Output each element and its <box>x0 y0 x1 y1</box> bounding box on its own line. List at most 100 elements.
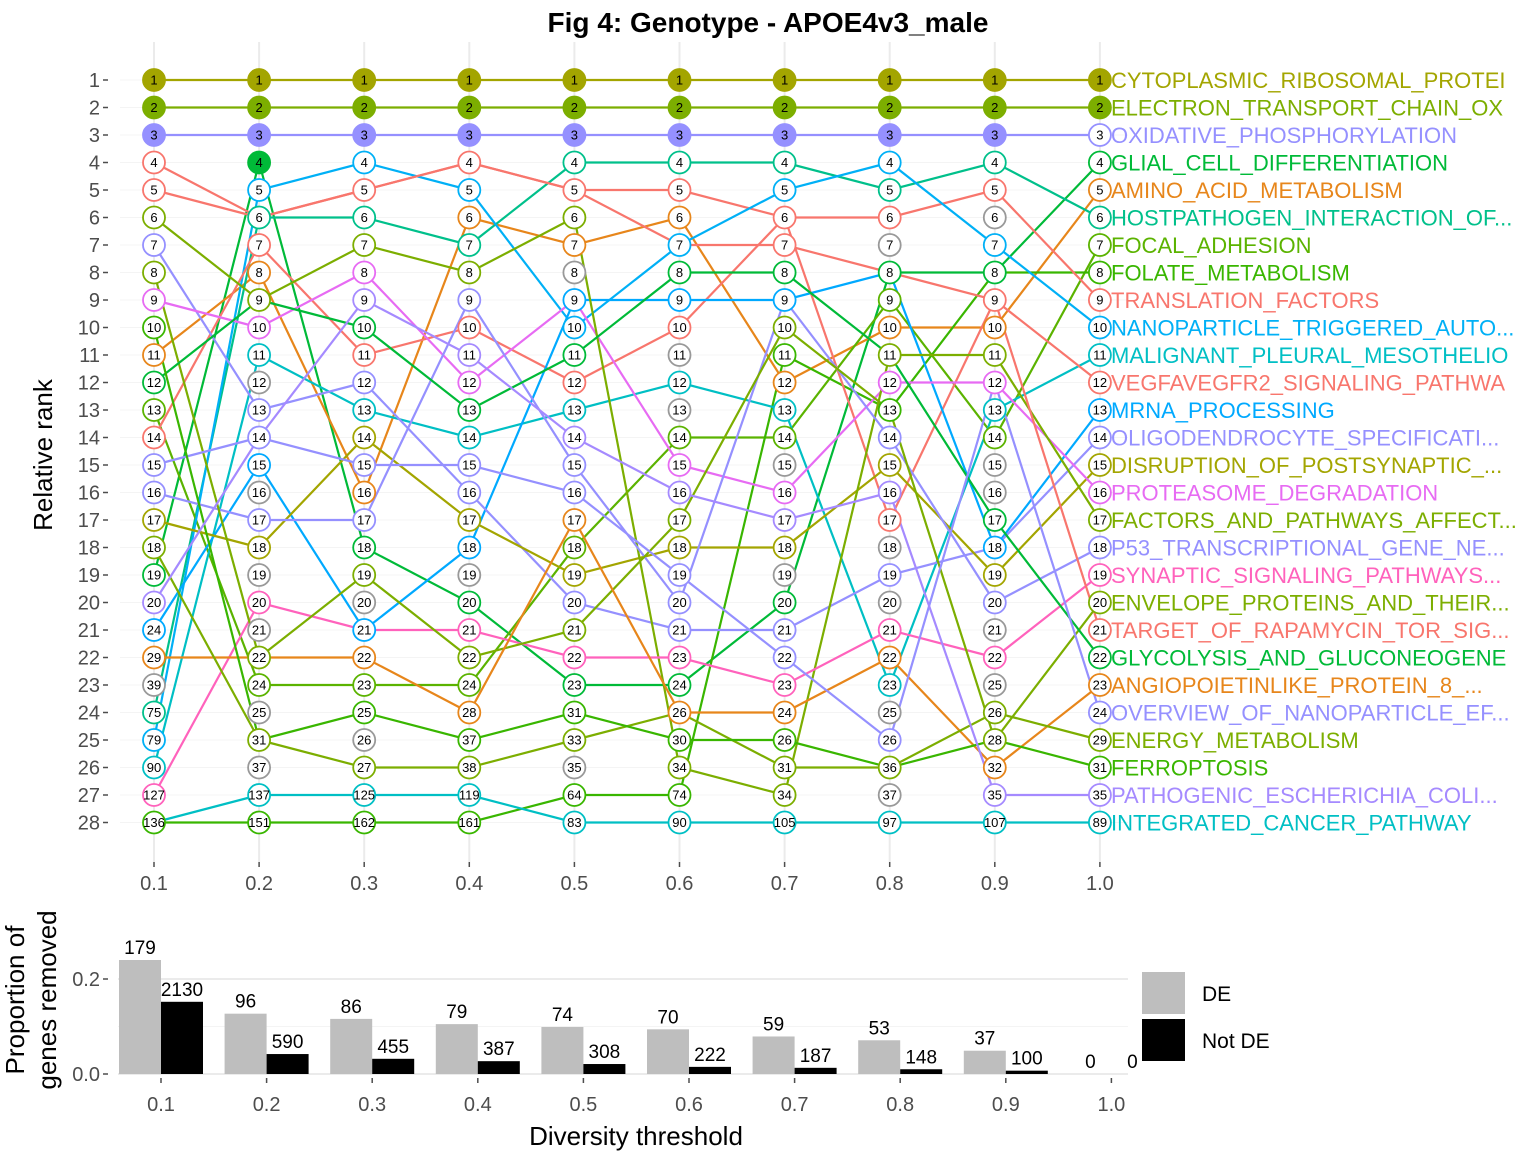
bar-value-label: 0 <box>1085 1052 1096 1073</box>
rank-point-label: 37 <box>882 788 896 803</box>
rank-point-label: 17 <box>777 513 791 528</box>
rank-point-label: 4 <box>361 155 368 170</box>
bar-value-label: 59 <box>763 1014 784 1035</box>
rank-point <box>247 315 272 340</box>
bar <box>647 1029 689 1074</box>
rank-y-tick-label: 12 <box>78 373 100 395</box>
rank-point-label: 26 <box>988 705 1002 720</box>
rank-point <box>352 370 377 395</box>
rank-point-label: 7 <box>676 238 683 253</box>
bar-value-label: 74 <box>552 1005 574 1026</box>
rank-point <box>142 563 166 587</box>
rank-point-label: 12 <box>357 375 371 390</box>
rank-point <box>877 535 902 560</box>
rank-y-tick-label: 1 <box>89 70 100 92</box>
rank-series-line <box>152 161 1101 713</box>
rank-point-label: 8 <box>886 265 893 280</box>
pathway-label: PROTEASOME_DEGRADATION <box>1111 481 1438 506</box>
rank-point-label: 8 <box>781 265 788 280</box>
rank-point-label: 15 <box>462 458 476 473</box>
bar <box>794 1067 837 1074</box>
bar-value-label: 79 <box>446 1002 467 1023</box>
bar <box>224 1013 267 1074</box>
rank-point-label: 12 <box>252 375 266 390</box>
rank-point-label: 19 <box>988 568 1002 583</box>
rank-point <box>1088 315 1112 340</box>
rank-point-label: 18 <box>882 540 896 555</box>
rank-point-label: 7 <box>571 238 578 253</box>
rank-point <box>352 425 377 450</box>
rank-point-label: 20 <box>988 595 1002 610</box>
rank-point <box>1088 645 1112 670</box>
rank-point <box>562 453 587 477</box>
rank-point-label: 32 <box>988 760 1002 775</box>
rank-point-label: 17 <box>567 513 581 528</box>
rank-point <box>982 398 1007 422</box>
rank-point-label: 12 <box>777 375 791 390</box>
rank-point-label: 20 <box>882 595 896 610</box>
rank-point-label: 18 <box>672 540 686 555</box>
rank-point <box>772 700 797 725</box>
rank-point <box>772 343 797 367</box>
rank-point-label: 2 <box>991 100 998 115</box>
rank-point <box>247 508 272 532</box>
rank-point-label: 4 <box>255 155 262 170</box>
rank-point <box>982 508 1007 532</box>
rank-point <box>877 755 902 780</box>
rank-y-tick-label: 14 <box>78 428 100 450</box>
rank-point <box>247 645 272 670</box>
rank-point-label: 8 <box>150 265 157 280</box>
rank-point-label: 8 <box>361 265 368 280</box>
rank-point <box>247 343 272 367</box>
bar-y-tick-label: 0.0 <box>72 1064 100 1086</box>
rank-series-line <box>152 272 1101 743</box>
rank-point <box>142 453 166 477</box>
rank-point-label: 12 <box>462 375 476 390</box>
figure-title: Fig 4: Genotype - APOE4v3_male <box>548 7 989 38</box>
rank-point <box>772 535 797 560</box>
rank-point <box>457 68 482 92</box>
rank-point-label: 22 <box>1093 650 1107 665</box>
rank-point <box>982 178 1007 202</box>
rank-point <box>877 673 902 697</box>
rank-point-label: 18 <box>357 540 371 555</box>
rank-point <box>562 755 587 780</box>
rank-point <box>1088 755 1112 780</box>
rank-point <box>352 535 377 560</box>
rank-point-label: 8 <box>255 265 262 280</box>
rank-point-label: 20 <box>567 595 581 610</box>
rank-point <box>562 288 587 312</box>
rank-point-label: 1 <box>361 73 368 88</box>
rank-point-label: 10 <box>777 320 791 335</box>
rank-point <box>562 68 587 92</box>
pathway-label: FOCAL_ADHESION <box>1111 233 1312 258</box>
rank-point-label: 23 <box>1093 678 1107 693</box>
rank-point-label: 14 <box>147 430 161 445</box>
rank-point <box>247 563 272 587</box>
rank-point <box>877 150 902 175</box>
rank-point-label: 10 <box>252 320 266 335</box>
rank-point-label: 31 <box>777 760 791 775</box>
rank-point <box>247 453 272 477</box>
bar <box>689 1066 731 1074</box>
rank-point <box>982 150 1007 175</box>
rank-point <box>457 343 482 367</box>
rank-point <box>562 123 587 147</box>
rank-point-label: 13 <box>357 403 371 418</box>
rank-point-label: 2 <box>571 100 578 115</box>
rank-point <box>247 150 272 175</box>
rank-point-label: 25 <box>357 705 371 720</box>
rank-point <box>877 453 902 477</box>
rank-point <box>772 233 797 257</box>
rank-point <box>982 233 1007 257</box>
rank-point <box>562 783 587 807</box>
rank-point-label: 10 <box>988 320 1002 335</box>
rank-point <box>1088 370 1112 395</box>
rank-point <box>667 178 692 202</box>
rank-point <box>982 810 1007 835</box>
rank-point <box>877 590 902 615</box>
rank-point-label: 22 <box>777 650 791 665</box>
rank-point <box>667 315 692 340</box>
rank-point <box>877 123 902 147</box>
